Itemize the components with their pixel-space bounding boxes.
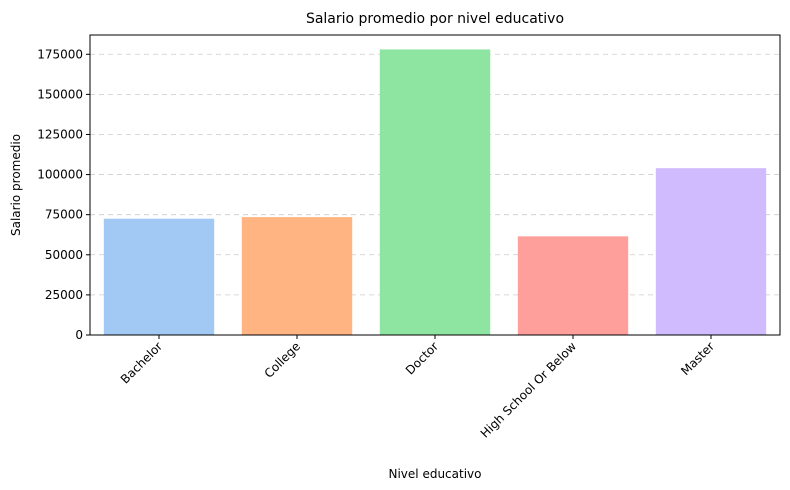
y-axis-title: Salario promedio	[9, 134, 23, 236]
bar-master	[655, 168, 767, 335]
y-tick-label: 125000	[37, 127, 83, 141]
bars	[103, 49, 767, 335]
bar-college	[241, 217, 353, 335]
y-tick-label: 175000	[37, 47, 83, 61]
bar-doctor	[379, 49, 491, 335]
y-tick-label: 25000	[45, 288, 83, 302]
x-axis-title: Nivel educativo	[389, 467, 482, 481]
y-tick-label: 150000	[37, 87, 83, 101]
plot-frame	[89, 34, 781, 336]
bar-high-school-or-below	[517, 236, 629, 335]
y-tick-label: 75000	[45, 208, 83, 222]
bar-bachelor	[103, 218, 215, 335]
y-tick-label: 50000	[45, 248, 83, 262]
x-tick-label: High School Or Below	[478, 339, 579, 440]
x-tick-label: Master	[678, 339, 717, 378]
x-tick-label: Bachelor	[118, 339, 165, 386]
x-tick-label: College	[262, 339, 304, 381]
y-tick-label: 100000	[37, 168, 83, 182]
y-axis: 0 25000 50000 75000 100000 125000 150000 175000	[37, 47, 90, 342]
y-tick-label: 0	[75, 328, 83, 342]
chart-title: Salario promedio por nivel educativo	[306, 11, 564, 27]
x-axis: Bachelor College Doctor High School Or Belo…	[118, 335, 717, 441]
x-tick-label: Doctor	[403, 339, 441, 377]
